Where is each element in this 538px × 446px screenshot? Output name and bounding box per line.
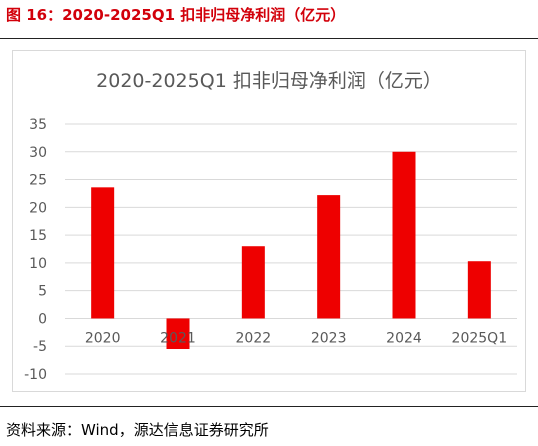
chart-title: 2020-2025Q1 扣非归母净利润（亿元） xyxy=(96,70,442,92)
bar-2024 xyxy=(392,151,416,319)
y-tick-label: 30 xyxy=(29,145,47,161)
bar-2021 xyxy=(166,318,190,349)
bar-2020 xyxy=(91,187,115,319)
x-tick-label: 2025Q1 xyxy=(452,330,508,346)
x-tick-label: 2024 xyxy=(386,330,422,346)
y-axis-ticks: 35 30 25 20 15 10 5 0 -5 -10 xyxy=(24,117,47,383)
figure-title: 图 16：2020-2025Q1 扣非归母净利润（亿元） xyxy=(6,6,346,24)
bottom-rule xyxy=(0,406,538,407)
bar-chart: 2020-2025Q1 扣非归母净利润（亿元） 35 30 25 20 15 10 5 0 -5… xyxy=(24,70,517,383)
y-tick-label: -10 xyxy=(24,367,47,383)
y-tick-label: 0 xyxy=(38,311,47,327)
y-tick-label: 35 xyxy=(29,117,47,133)
bar-2022 xyxy=(241,246,265,319)
bars xyxy=(91,151,491,349)
y-tick-label: -5 xyxy=(33,339,47,355)
y-tick-label: 5 xyxy=(38,284,47,300)
x-tick-label: 2022 xyxy=(236,330,272,346)
y-tick-label: 15 xyxy=(29,228,47,244)
bar-2025Q1 xyxy=(467,261,491,319)
y-tick-label: 20 xyxy=(29,200,47,216)
gridlines xyxy=(65,123,517,375)
y-tick-label: 25 xyxy=(29,173,47,189)
chart-panel: 2020-2025Q1 扣非归母净利润（亿元） 35 30 25 20 15 10 5 0 -5… xyxy=(12,50,526,392)
top-rule xyxy=(0,38,538,39)
y-tick-label: 10 xyxy=(29,256,47,272)
x-axis-ticks: 2020 2021 2022 2023 2024 2025Q1 xyxy=(85,330,507,346)
source-note: 资料来源：Wind，源达信息证券研究所 xyxy=(6,421,269,439)
bar-2023 xyxy=(317,195,341,319)
x-tick-label: 2023 xyxy=(311,330,347,346)
x-tick-label: 2021 xyxy=(160,330,196,346)
x-tick-label: 2020 xyxy=(85,330,121,346)
